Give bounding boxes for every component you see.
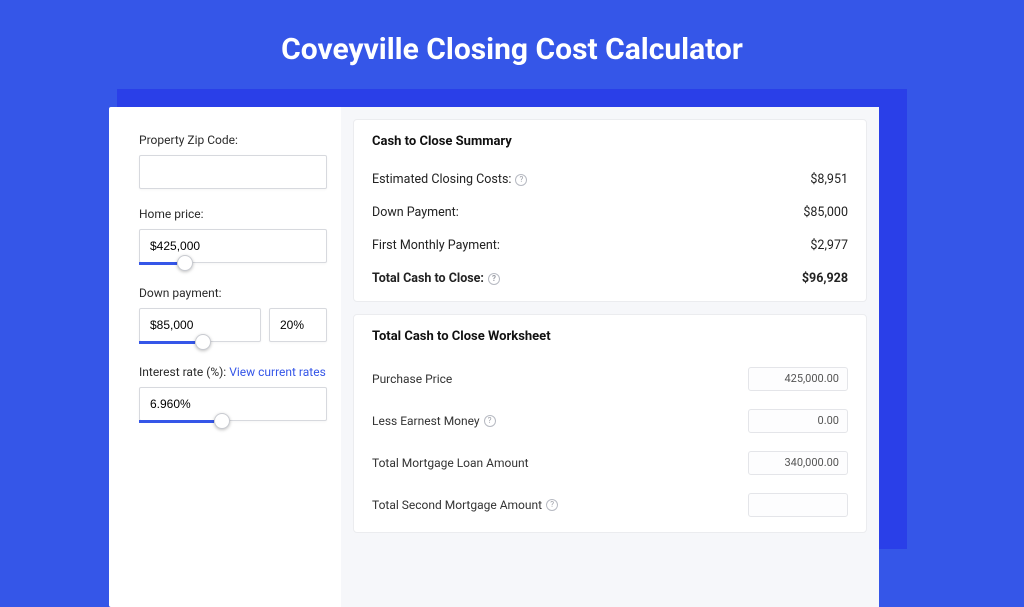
summary-row-value: $96,928: [802, 271, 848, 286]
calculator-panel: Property Zip Code: Home price: Down paym…: [109, 107, 879, 607]
down-payment-slider-track: [139, 341, 195, 344]
inputs-column: Property Zip Code: Home price: Down paym…: [109, 107, 341, 607]
zip-label: Property Zip Code:: [139, 133, 327, 147]
home-price-input[interactable]: [139, 229, 327, 263]
interest-rate-input[interactable]: [139, 387, 327, 421]
view-rates-link[interactable]: View current rates: [229, 365, 326, 379]
down-payment-field: Down payment:: [139, 286, 327, 347]
home-price-field: Home price:: [139, 207, 327, 268]
interest-rate-label: Interest rate (%):: [139, 365, 226, 379]
worksheet-row-label-text: Less Earnest Money: [372, 414, 480, 428]
down-payment-slider-thumb[interactable]: [195, 334, 211, 350]
worksheet-row-label: Total Second Mortgage Amount?: [372, 498, 558, 512]
interest-rate-field: Interest rate (%): View current rates: [139, 365, 327, 426]
worksheet-row-value[interactable]: [748, 493, 848, 517]
panel-shadow: Property Zip Code: Home price: Down paym…: [117, 89, 907, 549]
summary-row: Down Payment: $85,000: [372, 196, 848, 229]
worksheet-row-value[interactable]: 425,000.00: [748, 367, 848, 391]
worksheet-row-label: Less Earnest Money?: [372, 414, 496, 428]
summary-row-label: Total Cash to Close:?: [372, 271, 500, 286]
down-payment-pct-input[interactable]: [269, 308, 327, 342]
summary-card: Cash to Close Summary Estimated Closing …: [353, 119, 867, 302]
worksheet-row-value[interactable]: 0.00: [748, 409, 848, 433]
summary-row-label-text: Estimated Closing Costs:: [372, 172, 511, 187]
summary-row-label-text: Total Cash to Close:: [372, 271, 484, 286]
help-icon[interactable]: ?: [488, 273, 500, 285]
help-icon[interactable]: ?: [484, 415, 496, 427]
summary-row-label: Estimated Closing Costs:?: [372, 172, 527, 187]
summary-title: Cash to Close Summary: [372, 134, 848, 149]
worksheet-row-label-text: Total Second Mortgage Amount: [372, 498, 542, 512]
home-price-slider[interactable]: [139, 262, 327, 268]
summary-row: First Monthly Payment: $2,977: [372, 229, 848, 262]
worksheet-row-label: Purchase Price: [372, 372, 452, 386]
interest-rate-slider-thumb[interactable]: [214, 413, 230, 429]
home-price-slider-thumb[interactable]: [177, 255, 193, 271]
worksheet-title: Total Cash to Close Worksheet: [372, 329, 848, 344]
page-title: Coveyville Closing Cost Calculator: [0, 0, 1024, 89]
summary-row-label-text: First Monthly Payment:: [372, 238, 500, 253]
worksheet-row-label-text: Purchase Price: [372, 372, 452, 386]
down-payment-slider[interactable]: [139, 341, 327, 347]
worksheet-row-label-text: Total Mortgage Loan Amount: [372, 456, 529, 470]
summary-row-value: $2,977: [810, 238, 848, 253]
summary-row-label: First Monthly Payment:: [372, 238, 500, 253]
worksheet-row: Purchase Price 425,000.00: [372, 358, 848, 400]
summary-row-label-text: Down Payment:: [372, 205, 459, 220]
worksheet-row: Total Second Mortgage Amount?: [372, 484, 848, 526]
down-payment-label: Down payment:: [139, 286, 327, 300]
worksheet-row: Less Earnest Money? 0.00: [372, 400, 848, 442]
home-price-label: Home price:: [139, 207, 327, 221]
home-price-slider-track: [139, 262, 177, 265]
zip-input[interactable]: [139, 155, 327, 189]
summary-row-label: Down Payment:: [372, 205, 459, 220]
worksheet-card: Total Cash to Close Worksheet Purchase P…: [353, 314, 867, 533]
help-icon[interactable]: ?: [546, 499, 558, 511]
zip-field: Property Zip Code:: [139, 133, 327, 189]
interest-rate-slider[interactable]: [139, 420, 327, 426]
summary-row-value: $85,000: [803, 205, 848, 220]
worksheet-row: Total Mortgage Loan Amount 340,000.00: [372, 442, 848, 484]
worksheet-row-value[interactable]: 340,000.00: [748, 451, 848, 475]
summary-row: Estimated Closing Costs:? $8,951: [372, 163, 848, 196]
summary-row-value: $8,951: [810, 172, 848, 187]
interest-rate-label-row: Interest rate (%): View current rates: [139, 365, 327, 379]
results-column: Cash to Close Summary Estimated Closing …: [341, 107, 879, 607]
worksheet-row-label: Total Mortgage Loan Amount: [372, 456, 529, 470]
summary-row: Total Cash to Close:? $96,928: [372, 262, 848, 295]
interest-rate-slider-track: [139, 420, 214, 423]
help-icon[interactable]: ?: [515, 174, 527, 186]
